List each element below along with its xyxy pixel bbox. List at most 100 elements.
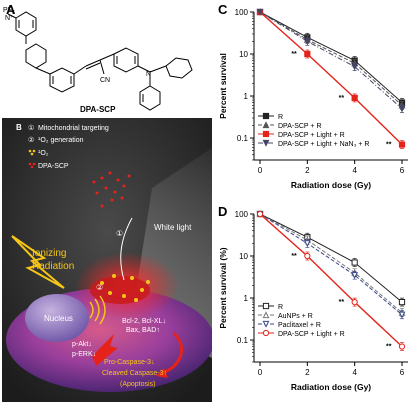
panel-b-mechanism: B ① Mitochondrial targeting ② ¹O₂ genera… <box>2 118 214 402</box>
circle-2: ② <box>96 283 103 292</box>
legend-label: DPA-SCP + R <box>278 123 322 130</box>
ionizing-label-1: Ionizing <box>32 248 66 259</box>
y-tick-label: 10 <box>239 50 248 59</box>
series-line <box>259 11 403 146</box>
data-point-3 <box>398 141 406 148</box>
data-point-legend <box>262 302 270 310</box>
legend-o2: ¹O₂ <box>38 150 49 157</box>
series-line <box>259 213 403 303</box>
data-point-0 <box>256 210 264 218</box>
y-tick-label: 0.1 <box>237 134 249 143</box>
legend-label: R <box>278 304 283 311</box>
data-point-legend <box>262 311 270 319</box>
data-point-legend <box>262 320 270 328</box>
data-point-1 <box>303 240 311 248</box>
data-point-1 <box>304 50 311 58</box>
caspase-line-1: Pro-Caspase-3↓ <box>104 359 155 366</box>
series-2 <box>256 210 406 320</box>
targeting-arrow <box>120 217 133 281</box>
survival-chart-d: 100 10 1 0.1 0 2 4 6 Radiation dose (Gy) Percent … <box>218 210 408 392</box>
x-axis-label: Radiation dose (Gy) <box>291 382 371 392</box>
series-3 <box>256 210 406 351</box>
data-point-2 <box>351 298 358 306</box>
significance-mark: ** <box>291 51 297 58</box>
lightning-bolt-icon <box>11 235 65 289</box>
legend-label: R <box>278 114 283 121</box>
legend-label: Paclitaxel + R <box>278 322 321 329</box>
significance-mark: ** <box>291 253 297 260</box>
bcl-line-1: Bcl-2, Bcl-XL↓ <box>122 318 166 325</box>
legend-label: DPA-SCP + Light + R <box>278 132 345 139</box>
panel-letter-b: B <box>16 123 22 132</box>
red-arrow <box>92 334 118 366</box>
svg-text:PF6: PF6 <box>3 7 15 16</box>
data-point-3 <box>398 343 406 350</box>
legend-dpa: DPA-SCP <box>38 163 69 170</box>
ionizing-label-2: Radiation <box>32 261 74 272</box>
data-point-2 <box>351 63 359 71</box>
data-point-legend <box>262 139 270 147</box>
x-tick-label: 4 <box>352 368 357 377</box>
cn-group: CN <box>100 77 110 84</box>
data-point-legend <box>262 121 270 129</box>
significance-mark: ** <box>339 95 345 102</box>
legend-mechanism: B ① Mitochondrial targeting ② ¹O₂ genera… <box>16 123 109 170</box>
significance-mark: ** <box>386 142 392 149</box>
pakt-line-1: p-Akt↓ <box>72 341 92 348</box>
svg-text:②: ② <box>28 137 34 144</box>
nucleus <box>25 294 89 342</box>
y-tick-label: 100 <box>235 8 249 17</box>
x-tick-label: 2 <box>305 368 310 377</box>
amine-n: N <box>146 71 151 78</box>
panel-letter-c: C <box>218 2 228 17</box>
compound-label: DPA-SCP <box>80 105 116 114</box>
caspase-line-2: Cleaved Caspase-3↑ <box>102 370 167 377</box>
y-tick-label: 100 <box>235 210 249 219</box>
series-line <box>259 11 403 106</box>
data-point-legend <box>262 130 270 138</box>
panel-d-chart: D 100 10 1 0.1 0 2 4 6 Radiation dose (Gy) Percen… <box>214 202 414 404</box>
series-3 <box>256 8 406 114</box>
panel-letter-d: D <box>218 204 228 219</box>
mechanism-illustration: B ① Mitochondrial targeting ② ¹O₂ genera… <box>2 118 214 402</box>
data-point-3 <box>398 105 406 113</box>
legend-label: DPA-SCP + Light + R <box>278 331 345 338</box>
legend-label: AuNPs + R <box>278 313 313 320</box>
svg-text:①: ① <box>28 124 34 132</box>
nitrogen-plus: N⁺ <box>5 14 14 22</box>
x-tick-label: 6 <box>400 166 405 175</box>
y-tick-label: 1 <box>244 294 249 303</box>
data-point-0 <box>256 8 264 16</box>
legend-o2gen: ¹O₂ generation <box>38 137 84 144</box>
data-point-legend <box>262 112 270 120</box>
x-tick-label: 2 <box>305 166 310 175</box>
significance-mark: ** <box>339 299 345 306</box>
legend: R DPA-SCP + R DPA-SCP + Light + R DPA-SCP +… <box>258 112 370 148</box>
panel-c-chart: C 100 10 1 0.1 0 2 4 6 Radiation dose (Gy) Percen… <box>214 0 414 202</box>
pakt-line-2: p-ERK↓ <box>72 351 96 358</box>
caspase-line-3: (Apoptosis) <box>120 381 155 388</box>
legend: R AuNPs + R Paclitaxel + R DPA-SCP + Light … <box>258 302 345 338</box>
x-tick-label: 6 <box>400 368 405 377</box>
data-point-1 <box>303 38 311 46</box>
dpa-scp-structure: PF6 N⁺ CN N DPA-SCP <box>3 7 193 114</box>
apoptosis-arrow <box>161 331 183 375</box>
data-point-2 <box>351 272 359 279</box>
survival-chart-c: 100 10 1 0.1 0 2 4 6 Radiation dose (Gy) Percent … <box>218 8 408 190</box>
panel-a-structure: A <box>0 0 200 118</box>
mitochondrion <box>90 276 150 304</box>
series-0 <box>256 210 406 307</box>
series-line <box>259 11 403 110</box>
x-tick-label: 0 <box>258 368 263 377</box>
series-line <box>259 213 403 316</box>
x-axis-label: Radiation dose (Gy) <box>291 180 371 190</box>
radiation-waves <box>89 295 106 325</box>
y-axis-label: Percent survival (%) <box>218 247 228 328</box>
nucleus-label: Nucleus <box>44 314 73 323</box>
y-tick-label: 1 <box>244 92 249 101</box>
panel-letter-a: A <box>6 2 16 17</box>
series-line <box>259 213 403 313</box>
y-axis-label: Percent survival <box>218 53 228 119</box>
singlet-oxygen-dots <box>100 274 150 302</box>
legend-label: DPA-SCP + Light + NaN₃ + R <box>278 141 370 148</box>
